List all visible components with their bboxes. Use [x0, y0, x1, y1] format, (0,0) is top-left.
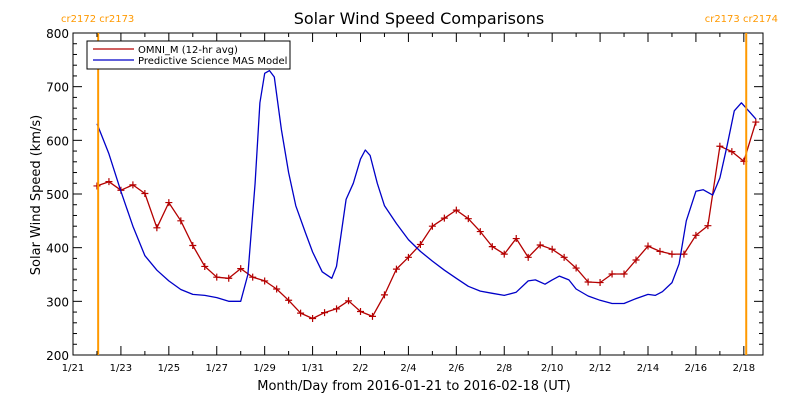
- data-point-omni: [512, 235, 520, 243]
- data-point-omni: [752, 118, 760, 126]
- y-tick-label: 500: [46, 188, 69, 202]
- x-tick-label: 1/21: [62, 363, 84, 374]
- data-point-omni: [129, 181, 137, 189]
- data-point-omni: [656, 247, 664, 255]
- data-point-omni: [704, 222, 712, 230]
- data-point-omni: [141, 189, 149, 197]
- data-point-omni: [548, 245, 556, 253]
- data-point-omni: [165, 199, 173, 207]
- legend-label-model: Predictive Science MAS Model: [138, 56, 287, 67]
- y-tick-label: 200: [46, 349, 69, 363]
- legend-box: [86, 40, 291, 70]
- legend-label-omni: OMNI_M (12-hr avg): [138, 45, 238, 56]
- x-tick-label: 1/31: [301, 363, 323, 374]
- data-point-omni: [368, 312, 376, 320]
- y-tick-label: 300: [46, 295, 69, 309]
- data-point-omni: [488, 243, 496, 251]
- data-point-omni: [105, 178, 113, 186]
- data-point-omni: [285, 296, 293, 304]
- data-point-omni: [177, 217, 185, 225]
- rotation-marker-label: cr2173 cr2174: [705, 14, 778, 25]
- x-tick-label: 2/12: [589, 363, 611, 374]
- data-point-omni: [249, 273, 257, 281]
- y-tick-label: 800: [46, 27, 69, 41]
- data-point-omni: [632, 256, 640, 264]
- data-point-omni: [153, 224, 161, 232]
- x-tick-label: 2/10: [541, 363, 563, 374]
- x-tick-label: 2/16: [685, 363, 707, 374]
- data-point-omni: [692, 231, 700, 239]
- data-point-omni: [572, 264, 580, 272]
- chart-series: [93, 69, 760, 323]
- data-point-omni: [333, 305, 341, 313]
- data-point-omni: [261, 277, 269, 285]
- legend: OMNI_M (12-hr avg) Predictive Science MA…: [86, 40, 291, 70]
- data-point-omni: [380, 291, 388, 299]
- data-point-omni: [584, 278, 592, 286]
- x-tick-label: 2/2: [352, 363, 368, 374]
- data-point-omni: [596, 279, 604, 287]
- data-point-omni: [620, 270, 628, 278]
- y-tick-label: 600: [46, 134, 69, 148]
- data-point-omni: [273, 285, 281, 293]
- data-point-omni: [93, 182, 101, 190]
- data-point-omni: [237, 265, 245, 273]
- data-point-omni: [345, 297, 353, 305]
- data-point-omni: [644, 242, 652, 250]
- x-tick-label: 2/8: [496, 363, 512, 374]
- data-point-omni: [404, 253, 412, 261]
- data-point-omni: [189, 242, 197, 250]
- rotation-markers: cr2172 cr2173 cr2173 cr2174: [61, 14, 778, 355]
- x-axis-label: Month/Day from 2016-01-21 to 2016-02-18 …: [257, 379, 570, 394]
- x-tick-label: 1/23: [110, 363, 132, 374]
- data-point-omni: [440, 214, 448, 222]
- data-point-omni: [297, 309, 305, 317]
- data-point-omni: [428, 222, 436, 230]
- data-point-omni: [213, 273, 221, 281]
- y-tick-label: 400: [46, 242, 69, 256]
- rotation-marker-label: cr2172 cr2173: [61, 14, 134, 25]
- data-point-omni: [321, 309, 329, 317]
- x-tick-label: 1/27: [206, 363, 228, 374]
- data-point-omni: [392, 265, 400, 273]
- data-point-omni: [608, 270, 616, 278]
- data-point-omni: [309, 315, 317, 323]
- data-point-omni: [668, 250, 676, 258]
- y-axis-label: Solar Wind Speed (km/s): [29, 115, 44, 275]
- data-point-omni: [416, 240, 424, 248]
- data-point-omni: [524, 253, 532, 261]
- data-point-omni: [716, 142, 724, 150]
- x-tick-label: 1/25: [158, 363, 180, 374]
- data-point-omni: [201, 262, 209, 270]
- data-point-omni: [560, 253, 568, 261]
- series-line-omni: [96, 121, 757, 320]
- data-point-omni: [452, 206, 460, 214]
- x-tick-label: 2/4: [400, 363, 416, 374]
- chart-title: Solar Wind Speed Comparisons: [294, 9, 545, 28]
- x-tick-label: 2/14: [637, 363, 659, 374]
- data-point-omni: [728, 148, 736, 156]
- data-point-omni: [225, 274, 233, 282]
- data-point-omni: [536, 241, 544, 249]
- data-point-omni: [680, 250, 688, 258]
- x-tick-label: 2/6: [448, 363, 464, 374]
- x-tick-label: 1/29: [253, 363, 275, 374]
- x-tick-label: 2/18: [733, 363, 755, 374]
- y-tick-label: 700: [46, 81, 69, 95]
- chart-axes: 200 300 400 500 600 700 800 1/21 1/23 1/25 1/27 1/2…: [46, 27, 763, 374]
- series-line-model: [96, 69, 757, 305]
- data-point-omni: [464, 215, 472, 223]
- data-point-omni: [500, 250, 508, 258]
- data-point-omni: [357, 308, 364, 316]
- data-point-omni: [476, 228, 484, 236]
